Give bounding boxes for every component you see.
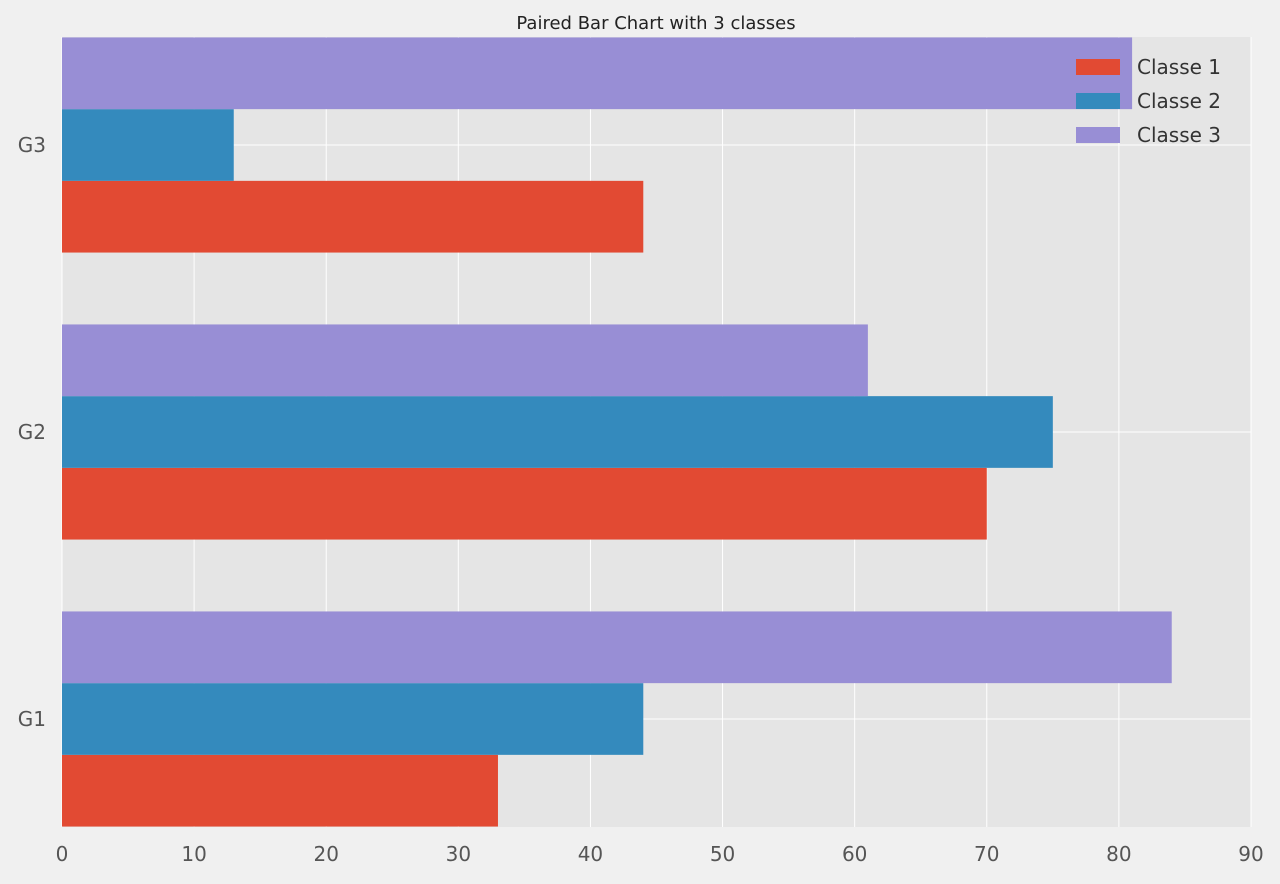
bar-g3-classe-2	[62, 109, 234, 181]
y-tick-label: G3	[18, 133, 46, 157]
bar-g2-classe-3	[62, 324, 868, 397]
y-tick-label: G2	[18, 420, 46, 444]
y-tick-label: G1	[18, 707, 46, 731]
x-tick-label: 10	[181, 842, 206, 866]
legend-label: Classe 3	[1137, 123, 1221, 147]
bar-g2-classe-1	[62, 467, 987, 540]
bar-g3-classe-1	[62, 180, 644, 253]
bar-g1-classe-1	[62, 754, 498, 827]
chart-title: Paired Bar Chart with 3 classes	[516, 13, 795, 34]
x-tick-label: 30	[446, 842, 471, 866]
x-tick-label: 60	[842, 842, 867, 866]
legend-label: Classe 2	[1137, 89, 1221, 113]
x-tick-label: 0	[56, 842, 69, 866]
x-tick-label: 20	[313, 842, 338, 866]
bars	[62, 37, 1172, 827]
legend-swatch	[1076, 93, 1120, 109]
bar-g2-classe-2	[62, 396, 1053, 468]
x-axis-ticks: 0 10 20 30 40 50 60 70 80 90	[56, 842, 1264, 866]
bar-g1-classe-2	[62, 683, 644, 755]
bar-g1-classe-3	[62, 611, 1172, 684]
y-axis-ticks: G1 G2 G3	[18, 133, 46, 731]
x-tick-label: 80	[1106, 842, 1131, 866]
legend-swatch	[1076, 59, 1120, 75]
x-tick-label: 70	[974, 842, 999, 866]
x-tick-label: 40	[578, 842, 603, 866]
bar-g3-classe-3	[62, 37, 1133, 110]
x-tick-label: 50	[710, 842, 735, 866]
x-tick-label: 90	[1238, 842, 1263, 866]
legend-label: Classe 1	[1137, 55, 1221, 79]
legend-swatch	[1076, 127, 1120, 143]
legend: Classe 1 Classe 2 Classe 3	[1076, 55, 1221, 147]
